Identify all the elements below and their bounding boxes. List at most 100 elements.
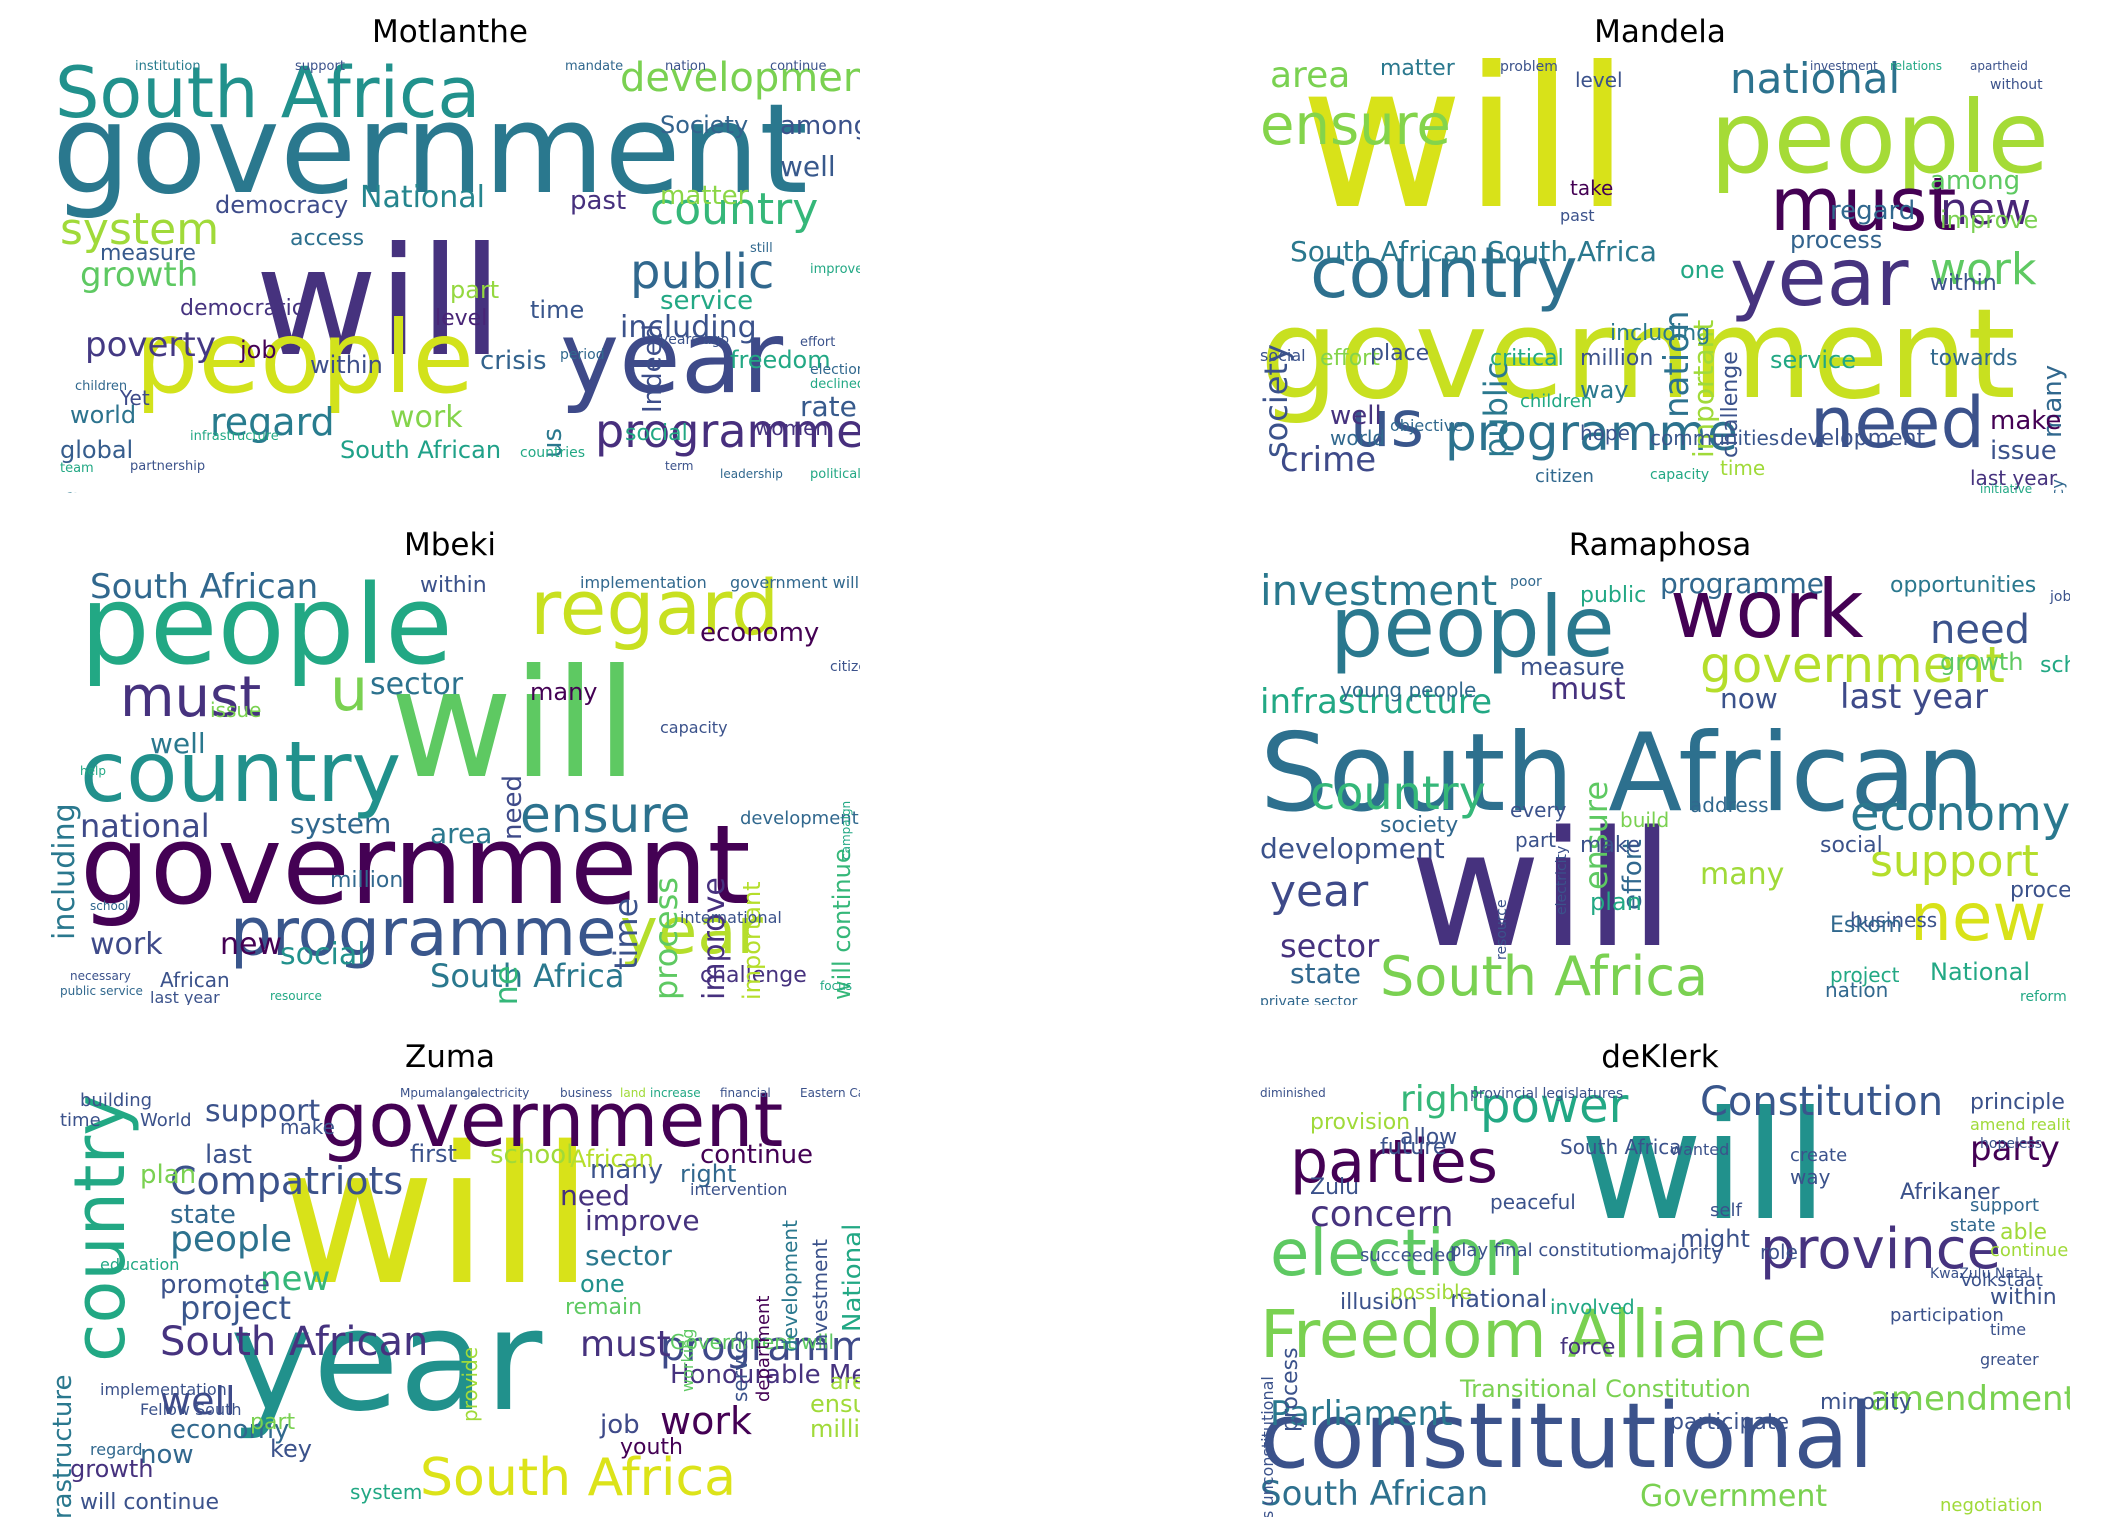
cloud-word: make xyxy=(280,1115,335,1139)
cloud-word: business xyxy=(560,1086,613,1100)
cloud-word: land xyxy=(620,1086,646,1100)
cloud-word: government xyxy=(52,78,808,222)
cloud-word: issue xyxy=(210,698,262,722)
cloud-word: including xyxy=(1610,321,1711,346)
cloud-word: apartheid xyxy=(1970,59,2028,73)
cloud-word: leadership xyxy=(720,467,783,481)
cloud-word: right xyxy=(680,1160,737,1188)
cloud-word: many xyxy=(530,678,598,706)
cloud-word: infrastructure xyxy=(190,429,279,444)
word-cloud-mandela: will government people must year country ensur… xyxy=(1250,58,2070,493)
cloud-word: business xyxy=(1850,908,1938,932)
cloud-word: year xyxy=(1270,866,1369,917)
cloud-word: social xyxy=(1820,833,1883,858)
cloud-word: society xyxy=(1380,813,1459,838)
panel-title-ramaphosa: Ramaphosa xyxy=(1568,527,1752,563)
cloud-word: national xyxy=(80,807,210,845)
cloud-word: play final constitution xyxy=(1450,1240,1646,1261)
cloud-word: peaceful xyxy=(1490,1190,1576,1214)
cloud-word: principle xyxy=(1970,1090,2065,1115)
cloud-word: diminished xyxy=(1260,1086,1326,1100)
word-cloud-ramaphosa: South African will people work government inv… xyxy=(1250,570,2070,1005)
cloud-word: citizen xyxy=(1535,466,1594,487)
cloud-word: government xyxy=(1700,636,2005,694)
cloud-word: process xyxy=(2010,878,2070,903)
cloud-word: people xyxy=(1710,79,2049,196)
cloud-word: resource xyxy=(270,989,322,1003)
cloud-word: electricity xyxy=(1554,845,1570,915)
cloud-word: involved xyxy=(1550,1295,1635,1319)
cloud-word: plan xyxy=(140,1160,197,1190)
cloud-word: private sector xyxy=(1260,994,1358,1005)
cloud-word: take xyxy=(1570,176,1614,200)
cloud-word: new xyxy=(260,1259,331,1299)
cloud-word: National xyxy=(360,180,486,215)
cloud-word: Government will xyxy=(670,1330,835,1354)
cloud-word: crime xyxy=(1280,440,1377,480)
cloud-word: provide xyxy=(458,1346,482,1422)
cloud-word: relations xyxy=(1890,59,1942,73)
cloud-word: plan xyxy=(1590,888,1642,916)
cloud-word: South Africa xyxy=(430,957,625,995)
cloud-word: South Africa xyxy=(1380,945,1709,1005)
cloud-word: support xyxy=(295,59,345,74)
cloud-word: institution xyxy=(135,59,201,74)
cloud-word: Honourable Members xyxy=(670,1360,860,1390)
cloud-word: help xyxy=(80,764,106,778)
cloud-word: might xyxy=(1680,1225,1750,1253)
cloud-word: programme xyxy=(1660,570,1825,600)
cloud-word: growth xyxy=(1940,648,2024,676)
cloud-word: work xyxy=(1930,244,2037,295)
cloud-word: wanted xyxy=(1670,1140,1730,1159)
cloud-word: time xyxy=(1720,456,1766,480)
cloud-word: public xyxy=(1477,361,1515,458)
cloud-word: level xyxy=(1575,68,1623,92)
word-cloud-motlanthe: government will South Africa people year deve… xyxy=(40,58,860,493)
cloud-word: million xyxy=(330,868,404,893)
cloud-word: succeeded xyxy=(1360,1245,1457,1266)
cloud-word: government xyxy=(1260,283,2016,427)
cloud-word: last year xyxy=(150,988,220,1006)
cloud-word: people xyxy=(135,299,474,416)
cloud-word: working xyxy=(678,1328,697,1392)
cloud-word: sector xyxy=(1280,927,1380,965)
cloud-word: freedom xyxy=(730,346,831,374)
cloud-word: will xyxy=(255,216,503,390)
cloud-word: place xyxy=(1370,341,1430,366)
cloud-word: ensure xyxy=(810,1390,860,1418)
cloud-word: African xyxy=(570,1145,654,1173)
cloud-word: time xyxy=(530,296,585,324)
cloud-word: key xyxy=(270,1435,313,1463)
cloud-word: country xyxy=(1310,232,1578,314)
cloud-word: one xyxy=(487,965,525,1005)
cloud-word: minority xyxy=(1820,1390,1912,1415)
cloud-word: Zulu xyxy=(1310,1175,1360,1200)
cloud-word: now xyxy=(140,1440,194,1470)
cloud-word: self xyxy=(1710,1200,1742,1221)
cloud-word: including xyxy=(620,310,757,345)
cloud-word: KwaZulu Natal xyxy=(1930,1266,2032,1282)
cloud-word: need xyxy=(1930,607,2030,653)
cloud-word: project xyxy=(1830,963,1900,987)
panel-title-deklerk: deKlerk xyxy=(1601,1039,1719,1075)
cloud-word: team xyxy=(60,461,94,476)
cloud-word: issue xyxy=(1990,436,2057,466)
cloud-word: economy xyxy=(700,618,820,648)
cloud-word: amendment xyxy=(1870,1379,2070,1419)
cloud-word: participate xyxy=(1670,1410,1790,1435)
cloud-word: must xyxy=(580,1324,671,1365)
cloud-word: job xyxy=(240,336,277,364)
cloud-word: matter xyxy=(660,181,749,211)
cloud-word: towards xyxy=(1930,346,2018,371)
cloud-word: economy xyxy=(170,1415,290,1445)
cloud-word: government xyxy=(320,1082,784,1164)
cloud-word: need xyxy=(1810,382,1985,464)
cloud-word: support xyxy=(1970,1195,2040,1216)
cloud-word: now xyxy=(1720,682,1778,715)
cloud-word: address xyxy=(1690,793,1769,817)
cloud-word: regard xyxy=(1830,196,1916,226)
cloud-word: investment xyxy=(808,1239,832,1352)
cloud-word: work xyxy=(90,927,163,962)
cloud-word: country xyxy=(1310,766,1486,820)
cloud-word: objectives unconstitutional xyxy=(1258,1376,1277,1517)
